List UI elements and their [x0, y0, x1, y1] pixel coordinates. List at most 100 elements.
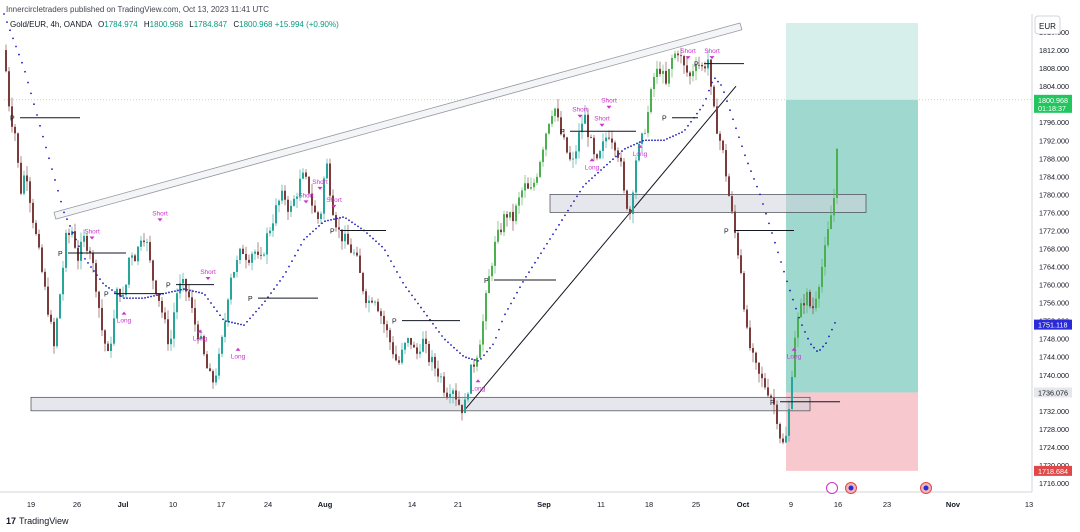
ma-dot	[378, 243, 380, 245]
price-tick-label: 1768.000	[1039, 244, 1069, 253]
ma-dot	[393, 265, 395, 268]
ma-dot	[546, 242, 548, 245]
price-tick-label: 1788.000	[1039, 154, 1069, 163]
candle-body	[794, 337, 796, 378]
ma-dot	[609, 161, 611, 163]
dividend-event-icon[interactable]	[826, 482, 838, 494]
zones	[30, 194, 867, 412]
price-scale[interactable]: 1816.0001812.0001808.0001804.0001800.000…	[1034, 28, 1072, 488]
profit-fill	[786, 99, 918, 393]
candle-body	[815, 298, 817, 309]
ma-dot	[603, 166, 605, 169]
candle-body	[665, 70, 667, 84]
candle-body	[479, 344, 481, 358]
short-arrow-icon	[89, 236, 95, 240]
candle-body	[428, 343, 430, 363]
ma-dot	[63, 211, 65, 214]
ma-dot	[51, 168, 53, 171]
candle-body	[341, 229, 343, 242]
currency-button[interactable]: EUR	[1034, 15, 1061, 35]
ma-dot	[606, 163, 608, 166]
ma-dot	[813, 346, 815, 349]
candle-body	[356, 252, 358, 256]
candle-body	[86, 235, 88, 251]
short-signal-label: Short	[680, 48, 696, 55]
candle-body	[278, 200, 280, 206]
candle-body	[818, 287, 820, 299]
candle-body	[518, 197, 520, 206]
candle-body	[623, 161, 625, 191]
candle-body	[620, 157, 622, 162]
candle-body	[782, 438, 784, 443]
candle-body	[374, 301, 376, 303]
pivot-label: P	[694, 62, 699, 69]
candle-body	[8, 71, 10, 107]
ma-dot	[702, 104, 704, 107]
candle-body	[125, 284, 127, 295]
candle-body	[359, 255, 361, 273]
candle-body	[200, 336, 202, 340]
ma-dot	[423, 310, 425, 313]
candle-body	[452, 390, 454, 394]
ma-dot	[726, 100, 728, 103]
candle-body	[182, 278, 184, 284]
ma-dot	[138, 297, 140, 299]
candle-body	[62, 267, 64, 295]
ma-dot	[222, 318, 224, 321]
time-scale[interactable]: 19 26 Jul 10 17 24 Aug 14 21 Sep 11 18 25 Oct 9 16 23 Nov…	[27, 500, 1033, 509]
ma-dot	[96, 274, 98, 276]
candle-body	[209, 368, 211, 372]
short-arrow-icon	[599, 123, 605, 127]
ma-dot	[456, 349, 458, 352]
ma-dot	[768, 222, 770, 225]
candle-body	[194, 308, 196, 325]
candle-body	[17, 133, 19, 163]
price-tick-label: 1780.000	[1039, 190, 1069, 199]
ma-dot	[21, 61, 23, 64]
candle-body	[503, 214, 505, 233]
ma-dot	[366, 232, 368, 235]
candle-body	[797, 317, 799, 338]
long-signal-label: Long	[231, 354, 246, 361]
candle-body	[689, 72, 691, 77]
ma-dot	[825, 342, 827, 345]
long-arrow-icon	[197, 329, 203, 333]
candle-body	[119, 288, 121, 297]
ma-dot	[717, 80, 719, 83]
candle-body	[47, 286, 49, 315]
candle-body	[269, 230, 271, 234]
ma-dot	[336, 217, 338, 220]
ma-dot	[225, 320, 227, 322]
ma-dot	[9, 29, 11, 32]
candle-body	[401, 349, 403, 363]
candle-body	[761, 373, 763, 379]
ma-dot	[228, 320, 230, 323]
long-signal-label: Long	[585, 164, 600, 171]
candle-body	[824, 245, 826, 267]
ma-dot	[282, 276, 284, 278]
candle-body	[167, 319, 169, 345]
currency-label[interactable]: EUR	[1039, 22, 1056, 31]
ma-dot	[474, 359, 476, 361]
signal-labels: Short Short Short Short Short Short Short Short…	[84, 48, 801, 392]
ma-dot	[288, 265, 290, 268]
candle-body	[551, 116, 553, 124]
candle-body	[251, 253, 253, 263]
ma-dot	[699, 108, 701, 111]
ma-dot	[612, 158, 614, 161]
ma-dot	[180, 288, 182, 291]
high-value: 1800.968	[149, 20, 184, 29]
ma-dot	[567, 209, 569, 212]
ma-dot	[3, 13, 5, 15]
candle-body	[500, 229, 502, 233]
rising-channel	[53, 22, 743, 220]
candle-body	[350, 244, 352, 253]
ma-dot	[537, 257, 539, 259]
ma-dot	[48, 157, 50, 160]
ma-dot	[759, 193, 761, 196]
ma-dot	[561, 219, 563, 221]
ma-dot	[372, 237, 374, 240]
candle-body	[389, 330, 391, 343]
ma-dot	[294, 254, 296, 257]
